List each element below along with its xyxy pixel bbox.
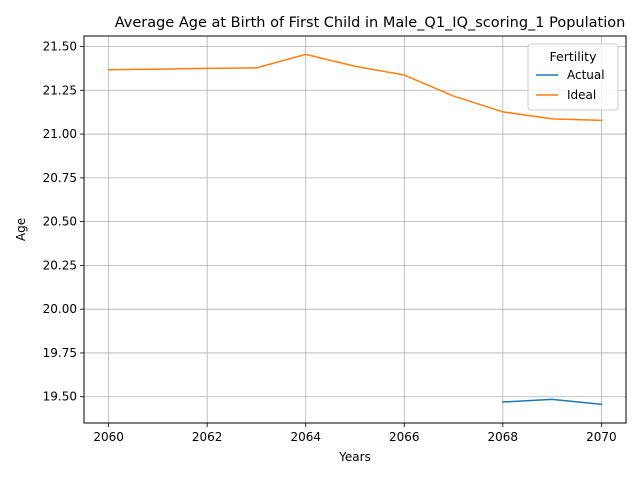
y-tick-label: 19.75 <box>43 346 77 360</box>
series-line-actual <box>502 398 603 406</box>
x-tick-label: 2064 <box>290 430 321 444</box>
legend-items: Actual Ideal <box>536 68 605 102</box>
x-axis-ticks: 2060 2062 2064 2066 2068 2070 <box>93 423 617 444</box>
x-axis-label: Years <box>338 450 371 464</box>
legend: Fertility Actual Ideal <box>527 43 619 111</box>
chart-title: Average Age at Birth of First Child in M… <box>115 15 626 31</box>
x-tick-label: 2062 <box>192 430 223 444</box>
y-axis-label: Age <box>14 218 28 241</box>
legend-box <box>527 43 619 111</box>
y-tick-label: 20.25 <box>43 258 77 272</box>
x-tick-label: 2068 <box>488 430 519 444</box>
y-tick-label: 21.50 <box>43 40 77 54</box>
series-lines <box>107 53 603 406</box>
legend-title: Fertility <box>550 49 598 64</box>
y-axis-ticks: 19.50 19.75 20.00 20.25 20.50 20.75 21.00 21.25… <box>43 40 84 404</box>
y-tick-label: 21.25 <box>43 83 77 97</box>
x-tick-label: 2060 <box>93 430 124 444</box>
series-line-ideal <box>107 53 603 122</box>
legend-label-actual: Actual <box>567 68 605 82</box>
x-tick-label: 2070 <box>586 430 617 444</box>
y-tick-label: 21.00 <box>43 127 77 141</box>
y-tick-label: 20.00 <box>43 302 77 316</box>
y-tick-label: 20.50 <box>43 215 77 229</box>
legend-label-ideal: Ideal <box>567 88 596 102</box>
plot-frame <box>83 35 627 424</box>
y-tick-label: 20.75 <box>43 171 77 185</box>
y-tick-label: 19.50 <box>43 390 77 404</box>
grid <box>84 36 626 423</box>
x-tick-label: 2066 <box>389 430 420 444</box>
